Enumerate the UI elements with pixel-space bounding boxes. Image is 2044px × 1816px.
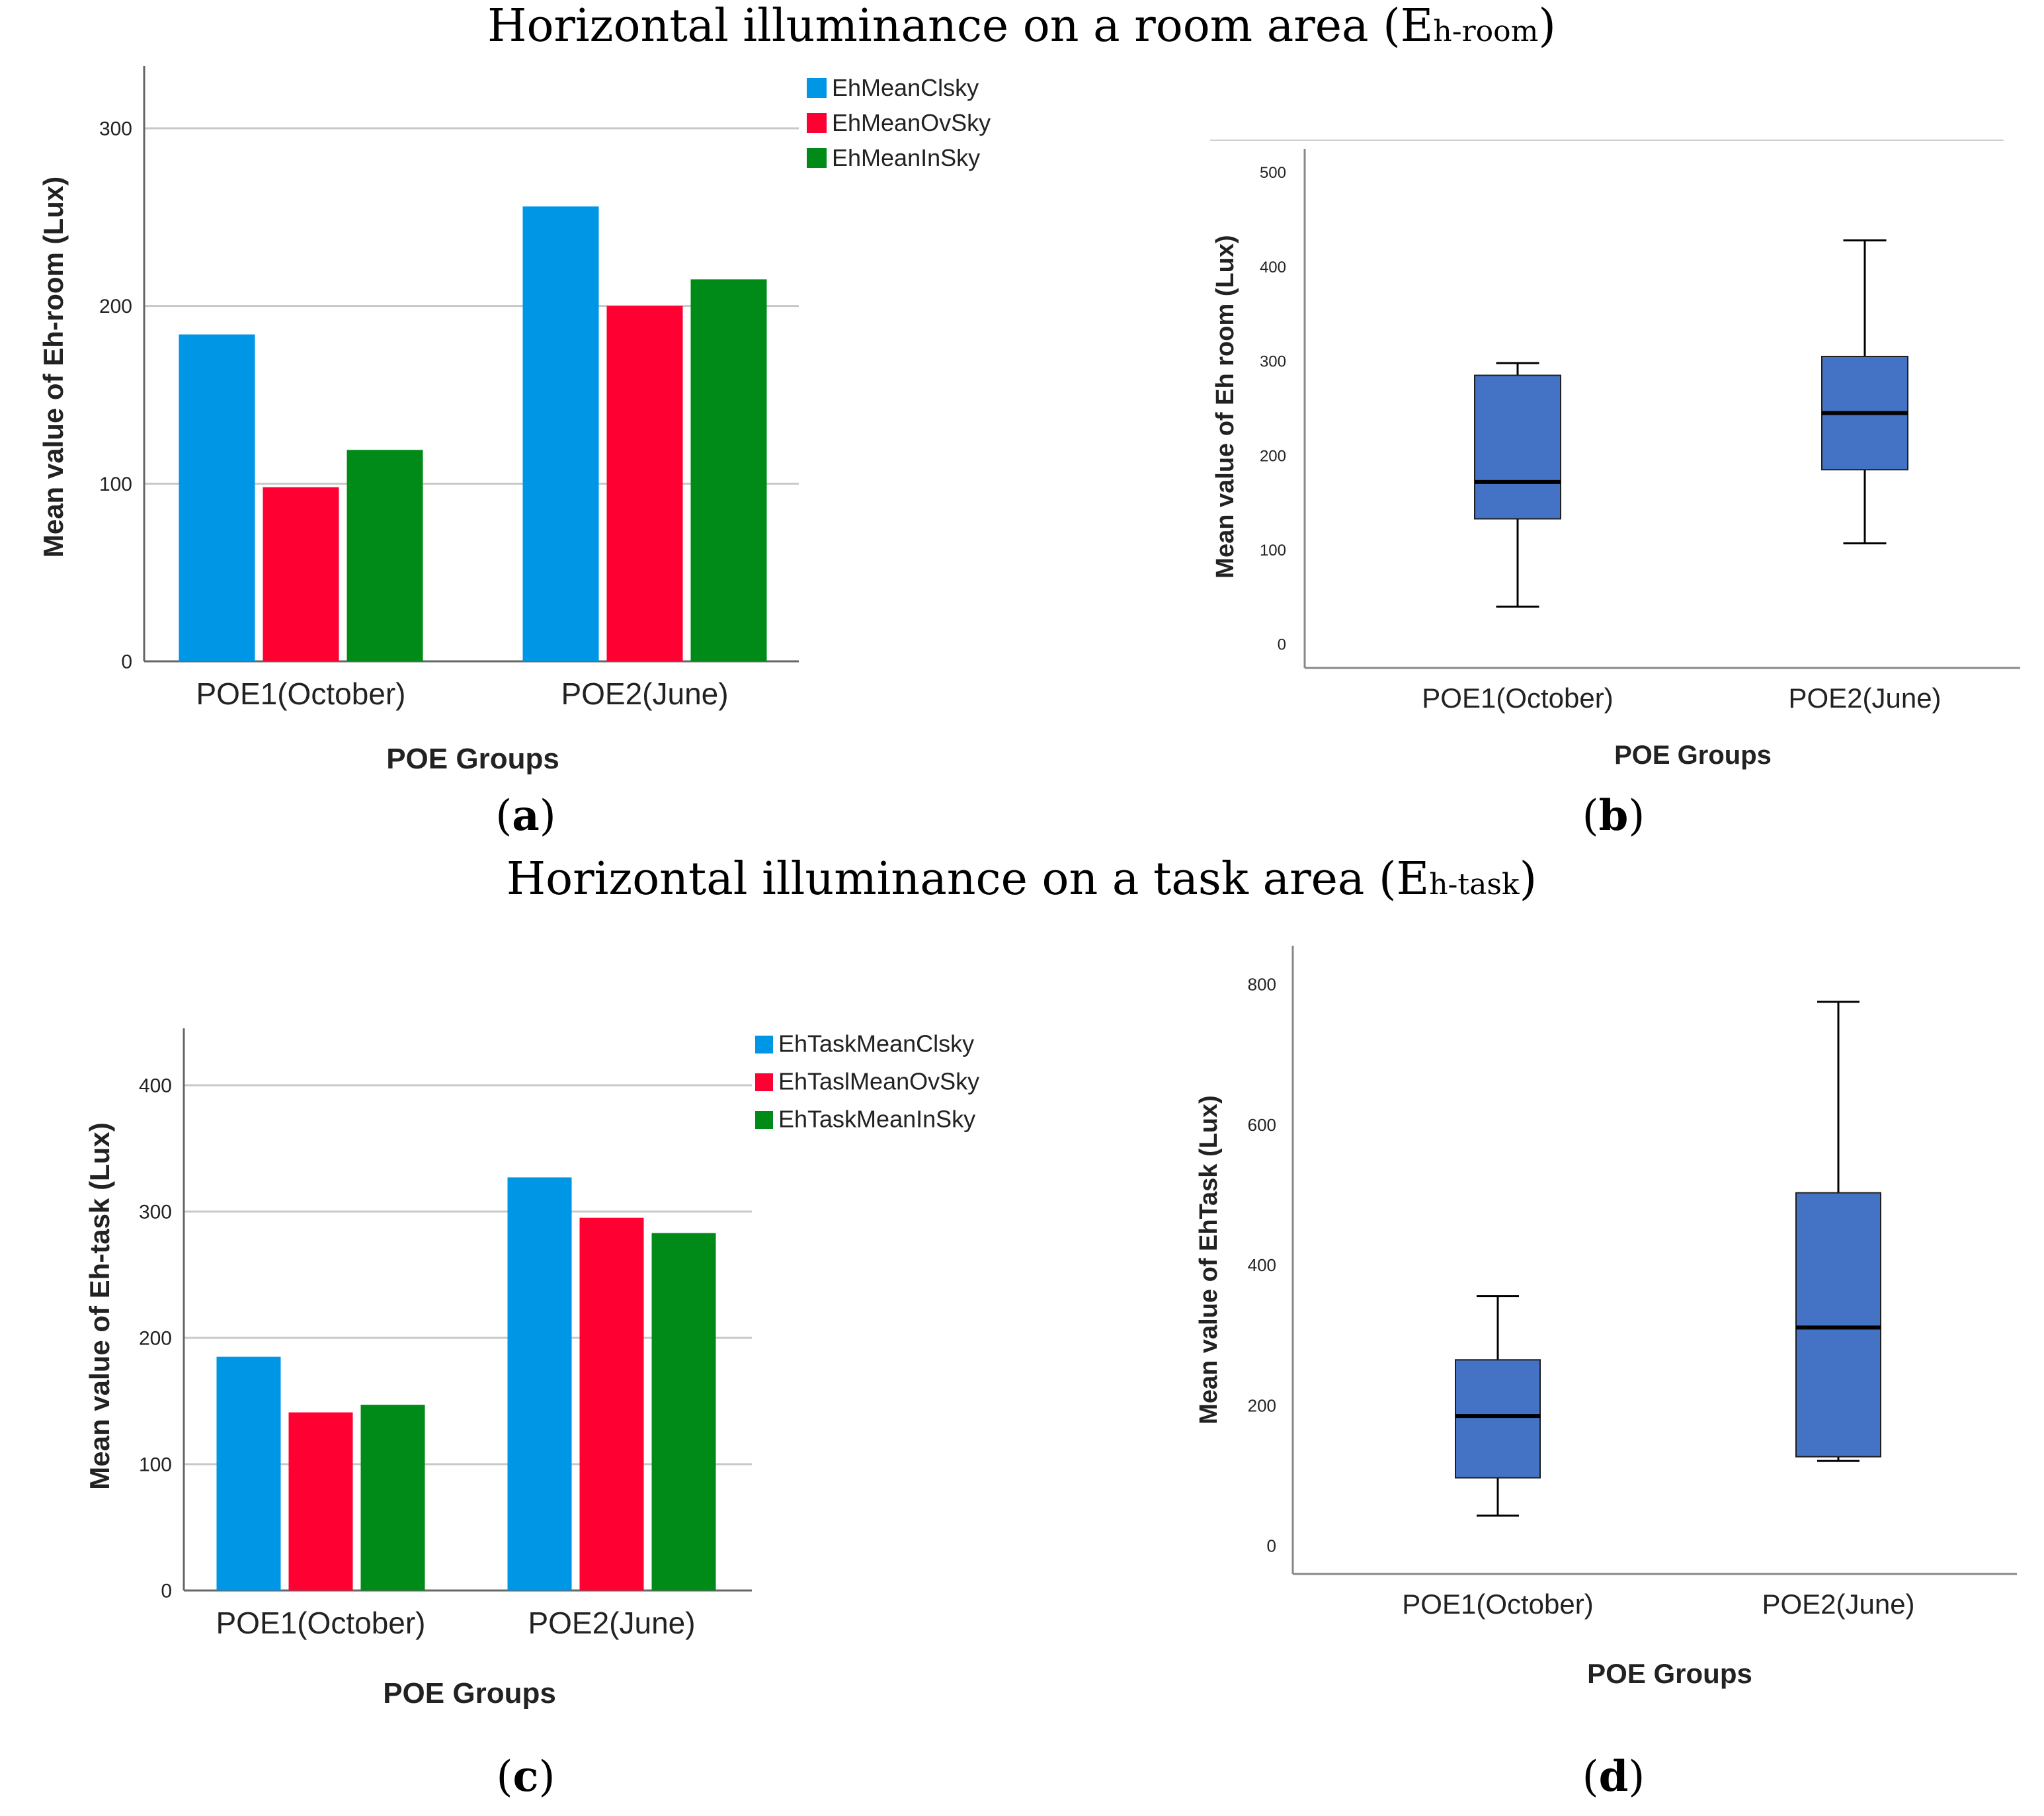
panel-label-d-open: (	[1582, 1753, 1599, 1801]
bar-EhTaslMeanOvSky-1	[288, 1412, 353, 1590]
box-iqr	[1474, 374, 1561, 520]
y-tick-label: 400	[1248, 1255, 1276, 1275]
y-tick-label: 500	[1260, 164, 1286, 182]
section-title-task-end: )	[1520, 853, 1537, 905]
legend-label: EhTaskMeanInSky	[778, 1105, 975, 1132]
section-title-task: Horizontal illuminance on a task area (E…	[507, 853, 1537, 905]
panel-label-b-open: (	[1582, 792, 1599, 841]
x-tick-label: POE2(June)	[1762, 1589, 1914, 1620]
y-tick-label: 300	[99, 118, 132, 140]
legend-swatch	[807, 78, 827, 98]
panel-label-d-close: )	[1628, 1753, 1645, 1801]
x-axis-title: POE Groups	[1587, 1658, 1752, 1689]
y-axis-title: Mean value of Eh room (Lux)	[1211, 235, 1239, 578]
y-tick-label: 800	[1248, 974, 1276, 994]
x-axis-title: POE Groups	[383, 1677, 556, 1710]
panel-label-a-letter: a	[512, 791, 539, 841]
y-tick-label: 200	[1260, 447, 1286, 465]
bar-EhMeanOvSky-1	[263, 487, 339, 661]
y-tick-label: 200	[1248, 1395, 1276, 1415]
legend-swatch	[755, 1111, 773, 1129]
x-tick-label: POE1(October)	[1422, 682, 1613, 714]
x-axis-title: POE Groups	[1614, 741, 1772, 770]
y-tick-label: 0	[1278, 636, 1286, 654]
panel-label-d-letter: d	[1599, 1752, 1629, 1801]
bar-EhMeanInSky-2	[690, 279, 767, 661]
y-tick-label: 100	[139, 1454, 172, 1475]
panel-label-a: (a)	[495, 791, 555, 841]
bar-EhTaskMeanInSky-1	[360, 1405, 425, 1590]
x-tick-label: POE1(October)	[216, 1606, 426, 1640]
chart-b-boxplot-eh-room: 0 100 200 300 400 500 POE1(October) POE2(June) P…	[1210, 140, 2020, 770]
bar-EhTaskMeanClsky-1	[216, 1356, 281, 1590]
bar-EhMeanClsky-1	[179, 334, 255, 661]
section-title-room-main: Horizontal illuminance on a room area (E	[487, 0, 1433, 52]
section-title-task-main: Horizontal illuminance on a task area (E	[507, 853, 1429, 905]
bar-EhTaskMeanInSky-2	[651, 1233, 716, 1590]
panel-label-c-close: )	[538, 1753, 555, 1801]
y-tick-label: 200	[99, 296, 132, 317]
section-title-task-sub: h-task	[1429, 868, 1520, 901]
chart-c-bar-eh-task: 0 100 200 300 400 POE1(October) POE2(June) POE …	[84, 1028, 979, 1710]
panel-label-b: (b)	[1582, 791, 1645, 841]
panel-label-c: (c)	[497, 1752, 555, 1801]
legend-swatch	[755, 1036, 773, 1053]
legend-label: EhTaslMeanOvSky	[778, 1067, 979, 1094]
x-tick-label: POE2(June)	[528, 1606, 695, 1640]
y-tick-label: 0	[161, 1581, 172, 1602]
y-tick-label: 100	[1260, 542, 1286, 559]
chart-a-bar-eh-room: 0 100 200 300 POE1(October) POE2(June)POE Gro…	[38, 66, 991, 775]
legend-label: EhMeanOvSky	[832, 109, 991, 136]
y-tick-label: 0	[121, 651, 132, 673]
legend-swatch	[807, 148, 827, 168]
y-tick-label: 100	[99, 474, 132, 495]
y-axis-title: Mean value of Eh-task (Lux)	[84, 1122, 115, 1489]
legend-label: EhTaskMeanClsky	[778, 1030, 974, 1057]
y-tick-label: 400	[1260, 259, 1286, 276]
section-title-room: Horizontal illuminance on a room area (E…	[487, 0, 1556, 52]
box-iqr	[1455, 1359, 1541, 1479]
panel-label-b-close: )	[1628, 792, 1645, 841]
chart-d-boxplot-eh-task: 0 200 400 600 800 POE1(October) POE2(June) POE …	[1195, 946, 2017, 1689]
panel-label-c-open: (	[497, 1753, 513, 1801]
x-tick-label: POE2(June)	[1788, 682, 1941, 714]
panel-label-a-open: (	[495, 792, 512, 841]
box-iqr	[1795, 1192, 1881, 1458]
y-axis-title: Mean value of Eh-room (Lux)	[38, 177, 69, 557]
bar-EhTaslMeanOvSky-2	[579, 1218, 644, 1590]
x-tick-label: POE2(June)	[561, 677, 728, 711]
x-axis-title: POE Groups	[386, 743, 559, 775]
x-tick-label: POE1(October)	[1402, 1589, 1593, 1620]
y-tick-label: 0	[1267, 1536, 1276, 1556]
section-title-room-sub: h-room	[1433, 15, 1538, 48]
section-title-room-end: )	[1538, 0, 1556, 52]
legend-label: EhMeanInSky	[832, 144, 980, 171]
x-tick-label: POE1(October)	[196, 677, 406, 711]
panel-label-d: (d)	[1582, 1752, 1645, 1801]
bar-EhMeanClsky-2	[522, 206, 599, 662]
bar-EhTaskMeanClsky-2	[507, 1177, 572, 1590]
y-tick-label: 400	[139, 1075, 172, 1096]
bar-EhMeanInSky-1	[347, 450, 423, 661]
y-tick-label: 600	[1248, 1115, 1276, 1135]
legend-label: EhMeanClsky	[832, 74, 979, 101]
bar-EhMeanOvSky-2	[606, 306, 683, 662]
y-tick-label: 200	[139, 1327, 172, 1349]
panel-label-a-close: )	[540, 792, 556, 841]
y-axis-title: Mean value of EhTask (Lux)	[1195, 1095, 1223, 1424]
legend-swatch	[807, 113, 827, 133]
y-tick-label: 300	[1260, 353, 1286, 371]
y-tick-label: 300	[139, 1201, 172, 1223]
panel-label-b-letter: b	[1599, 791, 1629, 841]
legend-swatch	[755, 1073, 773, 1091]
panel-label-c-letter: c	[513, 1752, 539, 1801]
